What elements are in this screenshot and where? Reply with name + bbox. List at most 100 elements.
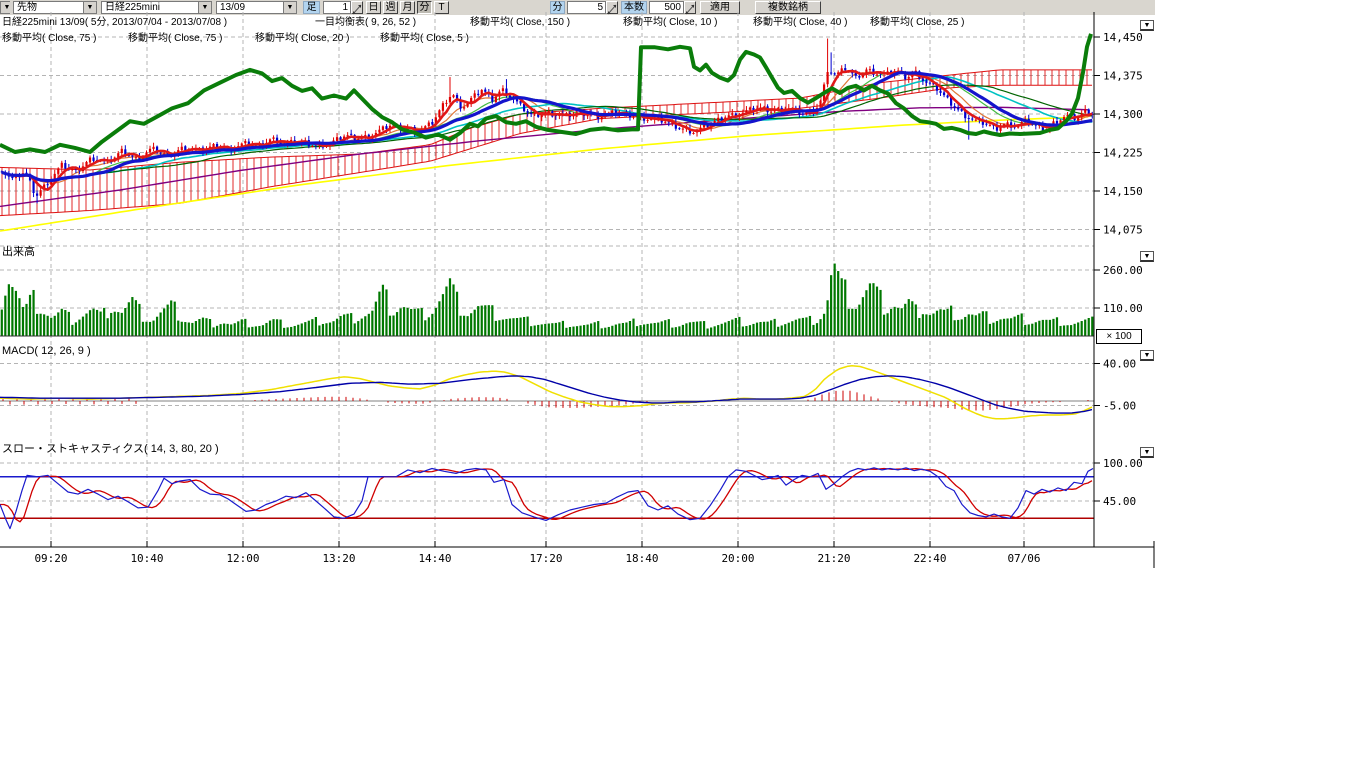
volume-bar (417, 308, 419, 336)
volume-bar (1070, 325, 1072, 336)
candle-body (957, 108, 959, 110)
volume-bar (781, 325, 783, 336)
volume-bar (1088, 318, 1090, 336)
volume-bar (230, 324, 232, 336)
volume-bar (855, 309, 857, 336)
volume-bar (999, 319, 1001, 336)
volume-bar (61, 309, 63, 336)
volume-bar (749, 325, 751, 336)
volume-bar (872, 283, 874, 336)
volume-bar (562, 321, 564, 336)
candle-body (382, 126, 384, 130)
volume-multiplier-box: × 100 (1096, 329, 1142, 344)
candle-body (989, 125, 991, 126)
volume-bar (759, 322, 761, 336)
candle-body (971, 119, 973, 120)
volume-bar (205, 318, 207, 336)
volume-bar (752, 324, 754, 336)
volume-bar (488, 305, 490, 336)
volume-bar (597, 321, 599, 336)
volume-bar (4, 296, 6, 336)
price-axis-label: 14,300 (1103, 108, 1143, 121)
candle-body (89, 157, 91, 162)
candle-body (834, 73, 836, 74)
volume-bar (202, 318, 204, 336)
volume-bar (431, 314, 433, 336)
volume-bar (414, 309, 416, 336)
candle-body (678, 128, 680, 129)
volume-bar (583, 325, 585, 336)
volume-bar (826, 300, 828, 336)
volume-bar (265, 323, 267, 336)
volume-bar (54, 316, 56, 336)
volume-bar (385, 289, 387, 336)
stoch-pane-scroll-down-button[interactable]: ▼ (1140, 447, 1154, 458)
candle-body (477, 94, 479, 95)
chart-canvas: 14,45014,37514,30014,22514,15014,075260.… (0, 0, 1366, 768)
volume-bar (103, 308, 105, 336)
volume-bar (841, 278, 843, 336)
volume-bar (738, 317, 740, 336)
volume-bar (717, 325, 719, 336)
price-axis-label: 14,075 (1103, 223, 1143, 236)
candle-body (431, 122, 433, 125)
volume-bar (862, 297, 864, 336)
volume-bar (96, 310, 98, 336)
volume-bar (269, 321, 271, 336)
macd-pane-scroll-down-button[interactable]: ▼ (1140, 350, 1154, 361)
candle-body (378, 130, 380, 133)
candle-body (975, 120, 977, 121)
volume-bar (301, 323, 303, 336)
volume-bar (36, 314, 38, 336)
volume-bar (382, 285, 384, 336)
volume-bar (392, 315, 394, 336)
volume-bar (925, 314, 927, 336)
candle-body (474, 93, 476, 97)
volume-bar (865, 290, 867, 336)
volume-bar (1028, 324, 1030, 336)
volume-bar (1014, 317, 1016, 336)
volume-bar (932, 314, 934, 336)
volume-bar (939, 309, 941, 336)
volume-bar (89, 310, 91, 336)
volume-bar (308, 321, 310, 336)
volume-bar (703, 321, 705, 336)
volume-bar (177, 321, 179, 336)
volume-bar (1, 310, 3, 336)
volume-bar (142, 322, 144, 336)
main-pane-scroll-down-button[interactable]: ▼ (1140, 20, 1154, 31)
volume-bar (954, 320, 956, 336)
volume-bar (1024, 325, 1026, 336)
legend-item-ma150: 移動平均( Close, 150 ) (470, 17, 570, 29)
volume-bar (350, 313, 352, 336)
candle-body (350, 134, 352, 135)
volume-bar (957, 320, 959, 336)
volume-bar (117, 312, 119, 336)
candle-body (452, 95, 454, 97)
volume-bar (304, 322, 306, 336)
candle-body (985, 124, 987, 125)
time-axis-label: 22:40 (913, 552, 946, 565)
volume-bar (138, 304, 140, 336)
volume-bar (149, 322, 151, 336)
volume-bar (682, 325, 684, 336)
volume-bar (915, 304, 917, 336)
volume-bar (1081, 321, 1083, 336)
volume-bar (632, 319, 634, 336)
price-axis-label: 100.00 (1103, 457, 1143, 470)
candle-body (516, 99, 518, 101)
volume-bar (1074, 324, 1076, 336)
volume-bar (407, 308, 409, 336)
volume-bar (869, 283, 871, 336)
volume-bar (929, 315, 931, 336)
candle-body (523, 104, 525, 111)
volume-bar (184, 322, 186, 336)
volume-bar (555, 323, 557, 336)
volume-bar (572, 327, 574, 336)
volume-bar (227, 324, 229, 336)
volume-bar (107, 318, 109, 336)
volume-pane-scroll-down-button[interactable]: ▼ (1140, 251, 1154, 262)
candle-body (64, 163, 66, 169)
candle-body (869, 69, 871, 70)
volume-bar (100, 312, 102, 336)
